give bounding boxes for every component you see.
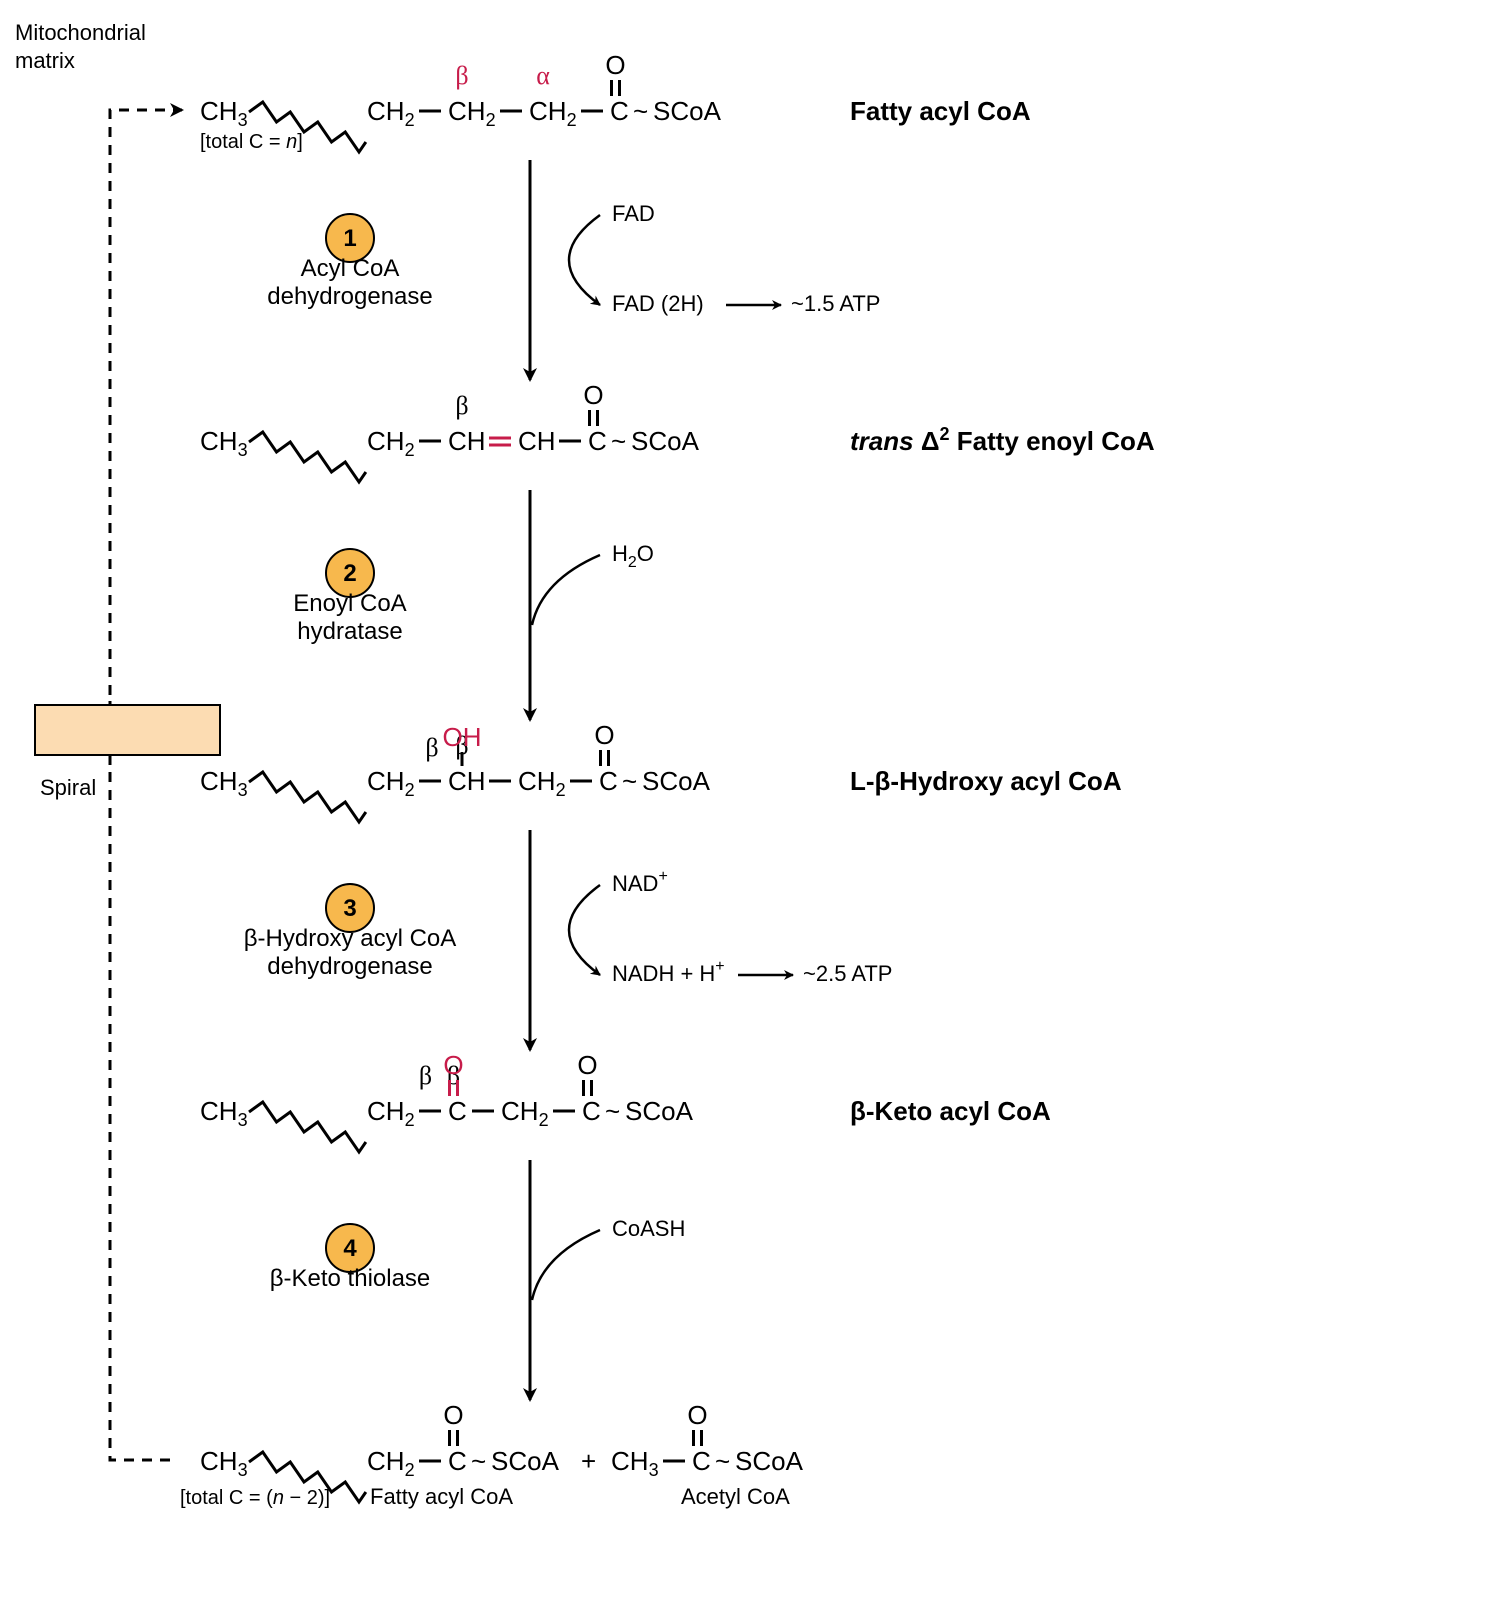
spiral-label: Spiral — [40, 775, 96, 800]
svg-text:C: C — [610, 96, 629, 126]
svg-text:CH2: CH2 — [529, 96, 577, 130]
svg-text:CH3: CH3 — [200, 1446, 248, 1480]
svg-text:CH2: CH2 — [367, 426, 415, 460]
svg-text:CH3: CH3 — [200, 96, 248, 130]
svg-text:~: ~ — [611, 426, 626, 456]
svg-text:~: ~ — [605, 1096, 620, 1126]
svg-text:O: O — [443, 1400, 463, 1430]
svg-text:C: C — [582, 1096, 601, 1126]
svg-text:CH: CH — [448, 426, 486, 456]
svg-text:β: β — [455, 391, 468, 420]
svg-text:CH2: CH2 — [367, 96, 415, 130]
atp-yield: ~1.5 ATP — [791, 291, 880, 316]
svg-text:SCoA: SCoA — [631, 426, 700, 456]
compound-name-below: Acetyl CoA — [681, 1484, 790, 1509]
svg-text:β-Keto thiolase: β-Keto thiolase — [270, 1265, 431, 1292]
cofactor-in: CoASH — [612, 1216, 685, 1241]
svg-text:β-Hydroxy acyl CoA: β-Hydroxy acyl CoA — [244, 925, 457, 952]
svg-text:CH2: CH2 — [501, 1096, 549, 1130]
svg-text:4: 4 — [343, 1235, 357, 1262]
svg-text:O: O — [583, 380, 603, 410]
svg-text:~: ~ — [471, 1446, 486, 1476]
svg-text:C: C — [448, 1446, 467, 1476]
compound-title: L-β-Hydroxy acyl CoA — [850, 766, 1122, 796]
svg-text:CH2: CH2 — [518, 766, 566, 800]
svg-text:O: O — [577, 1050, 597, 1080]
location-label: Mitochondrial — [15, 20, 146, 45]
cofactor-in: FAD — [612, 201, 655, 226]
svg-text:~: ~ — [715, 1446, 730, 1476]
svg-text:β: β — [455, 61, 468, 90]
svg-text:C: C — [588, 426, 607, 456]
cofactor-branch — [532, 555, 600, 625]
svg-text:O: O — [443, 1050, 463, 1080]
formula: CH3 CO ~SCoA — [611, 1400, 804, 1480]
svg-text:CH3: CH3 — [200, 1096, 248, 1130]
svg-text:O: O — [687, 1400, 707, 1430]
pathway-box — [35, 705, 220, 755]
svg-text:~: ~ — [633, 96, 648, 126]
svg-text:OH: OH — [443, 722, 482, 752]
cofactor-branch — [569, 215, 600, 305]
plus-sign: + — [581, 1446, 596, 1476]
svg-text:SCoA: SCoA — [625, 1096, 694, 1126]
svg-text:SCoA: SCoA — [735, 1446, 804, 1476]
compound-title: β-Keto acyl CoA — [850, 1096, 1051, 1126]
compound-title: Fatty acyl CoA — [850, 96, 1031, 126]
svg-text:dehydrogenase: dehydrogenase — [267, 283, 432, 310]
svg-text:O: O — [605, 50, 625, 80]
svg-text:hydratase: hydratase — [297, 618, 402, 645]
location-label: matrix — [15, 48, 75, 73]
cofactor-branch — [569, 885, 600, 975]
formula: CH3CH2CHβOHβCH2CO~SCoA — [200, 720, 711, 822]
enzyme-label: β-Hydroxy acyl CoAdehydrogenase — [244, 925, 457, 980]
formula: CH3 CH2 CH β CH CO ~SCoA — [200, 380, 700, 482]
svg-text:CH2: CH2 — [448, 96, 496, 130]
svg-text:1: 1 — [343, 225, 356, 252]
svg-text:α: α — [536, 61, 550, 90]
enzyme-label: Acyl CoAdehydrogenase — [267, 255, 432, 310]
svg-text:CH2: CH2 — [367, 1096, 415, 1130]
svg-text:CH2: CH2 — [367, 766, 415, 800]
cofactor-in: NAD+ — [612, 868, 668, 896]
svg-text:Acyl CoA: Acyl CoA — [301, 255, 400, 282]
svg-text:CH3: CH3 — [200, 766, 248, 800]
svg-text:CH2: CH2 — [367, 1446, 415, 1480]
svg-text:β: β — [419, 1061, 432, 1090]
compound-title: trans Δ2 Fatty enoyl CoA — [850, 424, 1155, 456]
compound-note: [total C = (n − 2)] — [180, 1487, 330, 1509]
svg-text:Enoyl CoA: Enoyl CoA — [293, 590, 406, 617]
svg-text:C: C — [692, 1446, 711, 1476]
svg-text:2: 2 — [343, 560, 356, 587]
cofactor-out: NADH + H+ — [612, 958, 725, 986]
svg-text:~: ~ — [622, 766, 637, 796]
svg-text:CH: CH — [448, 766, 486, 796]
cofactor-in: H2O — [612, 541, 654, 571]
cofactor-out: FAD (2H) — [612, 291, 704, 316]
cofactor-branch — [532, 1230, 600, 1300]
svg-text:CH: CH — [518, 426, 556, 456]
enzyme-label: Enoyl CoAhydratase — [293, 590, 406, 645]
svg-text:β: β — [425, 733, 438, 762]
beta-oxidation-diagram: CH3CH2CH2βCH2αCO~SCoAFatty acyl CoA[tota… — [0, 0, 1500, 1600]
cycle-arrow — [110, 110, 182, 1460]
svg-text:C: C — [448, 1096, 467, 1126]
svg-text:3: 3 — [343, 895, 356, 922]
svg-text:SCoA: SCoA — [642, 766, 711, 796]
compound-note: [total C = n] — [200, 131, 303, 153]
svg-text:SCoA: SCoA — [491, 1446, 560, 1476]
enzyme-label: β-Keto thiolase — [270, 1265, 431, 1292]
svg-text:CH3: CH3 — [200, 426, 248, 460]
formula: CH3CH2CβOβCH2CO~SCoA — [200, 1050, 694, 1152]
svg-text:O: O — [594, 720, 614, 750]
svg-text:C: C — [599, 766, 618, 796]
svg-text:dehydrogenase: dehydrogenase — [267, 953, 432, 980]
atp-yield: ~2.5 ATP — [803, 961, 892, 986]
compound-name-below: Fatty acyl CoA — [370, 1484, 513, 1509]
svg-text:CH3: CH3 — [611, 1446, 659, 1480]
svg-text:SCoA: SCoA — [653, 96, 722, 126]
